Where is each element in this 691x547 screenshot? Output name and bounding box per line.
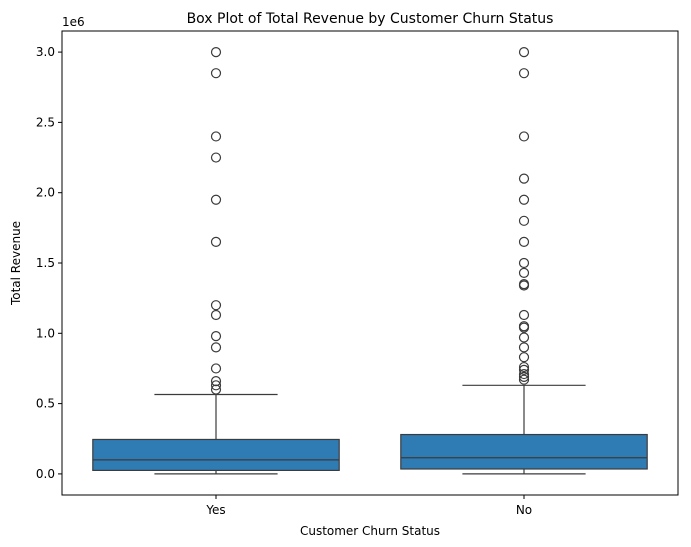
outlier-point bbox=[518, 368, 530, 380]
y-axis-label: Total Revenue bbox=[9, 221, 23, 306]
outlier-point bbox=[518, 131, 530, 142]
outlier-point bbox=[518, 374, 530, 385]
box-yes bbox=[92, 438, 340, 471]
y-tick-label: 1.5 bbox=[36, 256, 55, 270]
box-no bbox=[400, 433, 648, 470]
outlier-point bbox=[518, 342, 530, 353]
y-tick-label: 2.5 bbox=[36, 115, 55, 129]
outlier-point bbox=[518, 332, 530, 343]
plot-frame bbox=[61, 30, 679, 496]
x-tick-label: Yes bbox=[205, 503, 225, 517]
outlier-point bbox=[210, 68, 222, 79]
y-tick-label: 0.5 bbox=[36, 397, 55, 411]
outlier-point bbox=[518, 236, 530, 248]
outlier-point bbox=[210, 236, 222, 248]
outlier-point bbox=[518, 309, 530, 321]
outlier-point bbox=[210, 300, 222, 311]
outlier-point bbox=[518, 215, 530, 226]
x-axis-label: Customer Churn Status bbox=[300, 524, 440, 538]
y-tick-label: 2.0 bbox=[36, 186, 55, 200]
outlier-point bbox=[518, 364, 530, 375]
outlier-point bbox=[210, 342, 222, 353]
y-tick-label: 1.0 bbox=[36, 326, 55, 340]
outlier-point bbox=[210, 309, 222, 321]
outlier-point bbox=[210, 331, 222, 342]
outlier-point bbox=[518, 278, 530, 290]
outlier-point bbox=[210, 380, 222, 391]
outlier-point bbox=[518, 194, 530, 205]
outlier-point bbox=[210, 363, 222, 374]
outlier-point bbox=[518, 46, 530, 58]
outlier-point bbox=[518, 68, 530, 79]
outlier-point bbox=[518, 173, 530, 184]
outlier-point bbox=[210, 46, 222, 58]
outlier-point bbox=[210, 152, 222, 163]
y-tick-label: 3.0 bbox=[36, 45, 55, 59]
x-tick-label: No bbox=[516, 503, 532, 517]
outlier-point bbox=[518, 321, 530, 332]
y-offset-label: 1e6 bbox=[62, 15, 85, 29]
outlier-point bbox=[518, 352, 530, 363]
y-tick-label: 0.0 bbox=[36, 467, 55, 481]
outlier-point bbox=[518, 371, 530, 382]
outlier-point bbox=[210, 194, 222, 205]
outlier-point bbox=[210, 131, 222, 142]
outlier-point bbox=[210, 376, 222, 387]
outlier-point bbox=[518, 257, 530, 269]
outlier-point bbox=[518, 361, 530, 373]
chart-title: Box Plot of Total Revenue by Customer Ch… bbox=[187, 11, 554, 27]
outlier-point bbox=[518, 267, 530, 278]
plot-area: 0.0 0.5 1.0 1.5 2.0 2.5 3.0 Yes No bbox=[36, 45, 648, 517]
